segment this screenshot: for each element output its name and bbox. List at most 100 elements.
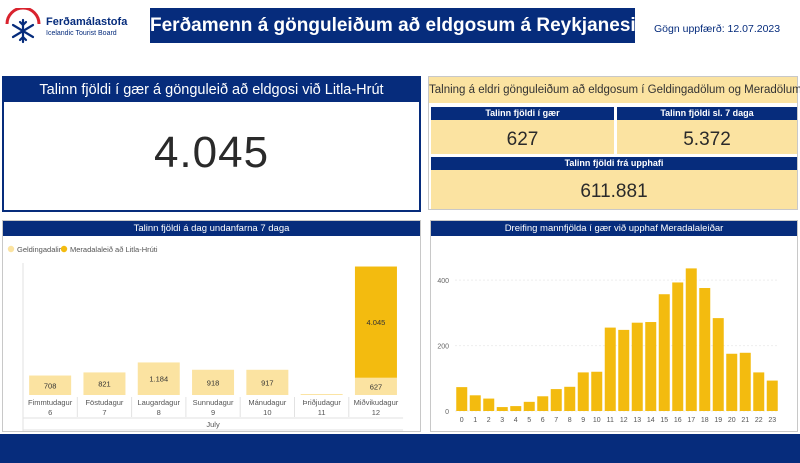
bar-geldingadalir xyxy=(300,394,343,395)
y-tick-label: 200 xyxy=(437,344,449,351)
kpi-yesterday-value: 627 xyxy=(506,129,539,150)
kpi-older-trails-card[interactable]: Talning á eldri gönguleiðum að eldgosum … xyxy=(428,76,800,210)
x-tick-hour: 1 xyxy=(473,417,477,424)
bar-hour xyxy=(523,401,535,411)
bar-hour xyxy=(496,407,508,411)
kpi-total-label: Talinn fjöldi frá upphafi xyxy=(431,157,797,170)
bar-hour xyxy=(726,353,738,411)
bar-geldingadalir xyxy=(192,369,235,395)
data-label-geldingadalir: 708 xyxy=(44,381,57,390)
data-label-geldingadalir: 627 xyxy=(370,382,383,391)
logo-name: Ferðamálastofa xyxy=(46,16,128,28)
x-tick-weekday: Sunnudagur xyxy=(193,398,234,407)
bar-hour xyxy=(456,387,468,411)
x-tick-hour: 14 xyxy=(647,417,655,424)
kpi-litla-hrut-card[interactable]: Talinn fjöldi í gær á gönguleið að eldgo… xyxy=(2,76,421,212)
bar-hour xyxy=(699,288,711,411)
x-tick-hour: 7 xyxy=(554,417,558,424)
x-tick-hour: 18 xyxy=(701,417,709,424)
x-tick-hour: 17 xyxy=(687,417,695,424)
bar-geldingadalir xyxy=(137,362,180,395)
bar-hour xyxy=(604,327,616,411)
bar-hour xyxy=(564,386,576,411)
bar-hour xyxy=(469,395,481,411)
bar-geldingadalir xyxy=(83,372,126,395)
bar-hour xyxy=(591,371,603,411)
hourly-distribution-chart-panel: Dreifing mannfjölda í gær við upphaf Mer… xyxy=(430,220,798,432)
bar-hour xyxy=(672,282,684,411)
x-axis-month-label: July xyxy=(206,420,220,429)
bar-hour xyxy=(510,406,522,411)
x-tick-hour: 10 xyxy=(593,417,601,424)
x-tick-weekday: Laugardagur xyxy=(137,398,180,407)
bar-hour xyxy=(631,322,643,411)
x-tick-weekday: Föstudagur xyxy=(85,398,123,407)
kpi-yesterday-card[interactable]: Talinn fjöldi í gær 627 xyxy=(431,107,614,154)
bar-hour xyxy=(658,294,670,411)
kpi-week-label: Talinn fjöldi sl. 7 daga xyxy=(617,107,797,120)
page-title: Ferðamenn á gönguleiðum að eldgosum á Re… xyxy=(150,8,636,43)
bar-hour xyxy=(753,372,765,411)
x-tick-hour: 12 xyxy=(620,417,628,424)
y-tick-label: 0 xyxy=(445,409,449,416)
data-label-geldingadalir: 1.184 xyxy=(149,375,168,384)
x-tick-hour: 5 xyxy=(527,417,531,424)
x-tick-day-number: 7 xyxy=(102,408,106,417)
bar-geldingadalir xyxy=(354,377,397,395)
x-tick-hour: 4 xyxy=(514,417,518,424)
x-tick-day-number: 10 xyxy=(263,408,271,417)
bar-hour xyxy=(483,398,495,411)
kpi-older-trails-title: Talning á eldri gönguleiðum að eldgosum … xyxy=(429,77,800,103)
data-label-geldingadalir: 918 xyxy=(207,378,220,387)
x-tick-day-number: 11 xyxy=(318,408,326,417)
x-tick-hour: 13 xyxy=(633,417,641,424)
x-tick-hour: 15 xyxy=(660,417,668,424)
daily-count-chart-panel: Talinn fjöldi á dag undanfarna 7 daga Ge… xyxy=(2,220,421,441)
bar-hour xyxy=(550,389,562,411)
x-tick-day-number: 6 xyxy=(48,408,52,417)
kpi-yesterday-label: Talinn fjöldi í gær xyxy=(431,107,614,120)
x-tick-hour: 11 xyxy=(607,417,614,424)
x-tick-hour: 22 xyxy=(755,417,763,424)
data-label-geldingadalir: 821 xyxy=(98,380,111,389)
bar-hour xyxy=(766,380,778,411)
x-tick-hour: 9 xyxy=(581,417,585,424)
bar-hour xyxy=(537,396,549,411)
bar-geldingadalir xyxy=(246,369,289,395)
x-tick-hour: 2 xyxy=(487,417,491,424)
x-tick-hour: 23 xyxy=(768,417,776,424)
x-tick-weekday: Miðvikudagur xyxy=(354,398,399,407)
legend-label-meradalaleid: Meradalaleið að Litla-Hrúti xyxy=(70,245,158,254)
daily-count-chart-title: Talinn fjöldi á dag undanfarna 7 daga xyxy=(3,221,420,236)
x-tick-weekday: Mánudagur xyxy=(248,398,286,407)
x-tick-weekday: Þriðjudagur xyxy=(302,398,341,407)
kpi-litla-hrut-value: 4.045 xyxy=(153,128,270,177)
x-tick-day-number: 8 xyxy=(157,408,161,417)
x-tick-hour: 20 xyxy=(728,417,736,424)
bar-hour xyxy=(712,318,724,411)
daily-count-chart: Geldingadalir Meradalaleið að Litla-Hrúti… xyxy=(7,245,404,441)
bar-geldingadalir xyxy=(29,375,72,395)
bar-hour xyxy=(645,322,657,411)
data-label-geldingadalir: 917 xyxy=(261,378,274,387)
x-tick-weekday: Fimmtudagur xyxy=(28,398,73,407)
x-tick-day-number: 9 xyxy=(211,408,215,417)
kpi-litla-hrut-title: Talinn fjöldi í gær á gönguleið að eldgo… xyxy=(4,78,419,102)
x-tick-hour: 21 xyxy=(741,417,749,424)
x-tick-hour: 6 xyxy=(541,417,545,424)
bar-meradalaleid xyxy=(354,266,397,378)
x-tick-hour: 16 xyxy=(674,417,682,424)
x-tick-hour: 3 xyxy=(500,417,504,424)
kpi-total-card[interactable]: Talinn fjöldi frá upphafi 611.881 xyxy=(431,157,797,209)
bar-hour xyxy=(618,329,630,411)
footer-bar xyxy=(0,434,800,463)
logo: Ferðamálastofa Icelandic Tourist Board xyxy=(4,8,144,46)
y-tick-label: 400 xyxy=(437,278,449,285)
hourly-distribution-chart-title: Dreifing mannfjölda í gær við upphaf Mer… xyxy=(431,221,797,236)
x-tick-hour: 8 xyxy=(568,417,572,424)
x-tick-hour: 0 xyxy=(460,417,464,424)
kpi-week-card[interactable]: Talinn fjöldi sl. 7 daga 5.372 xyxy=(617,107,797,154)
bar-hour xyxy=(739,352,751,411)
